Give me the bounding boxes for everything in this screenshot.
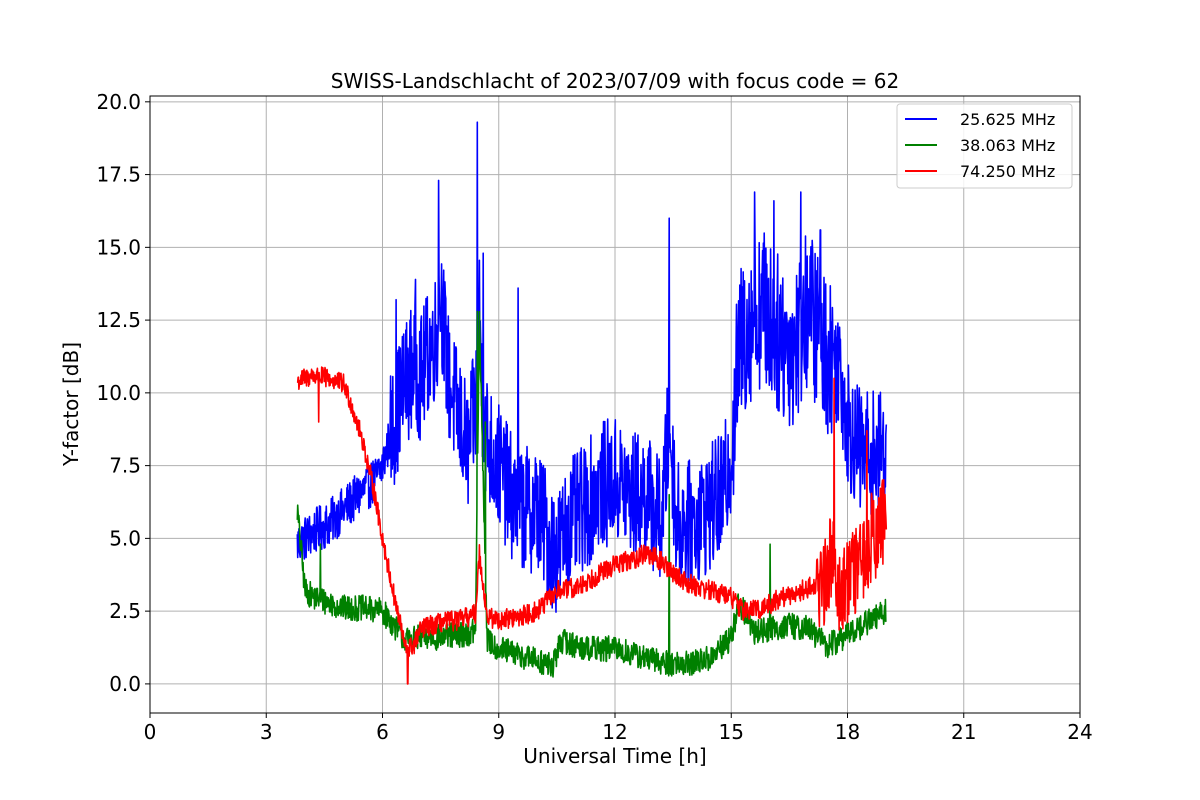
legend: 25.625 MHz 38.063 MHz 74.250 MHz [896,103,1073,189]
x-tick-label: 12 [602,720,627,744]
y-tick-label: 2.5 [109,599,141,623]
series-38mhz-line [296,310,887,678]
series-layer [296,121,888,685]
legend-box [896,103,1073,189]
legend-label-25mhz: 25.625 MHz [960,110,1055,129]
series-74mhz-line [296,366,888,685]
x-tick-label: 21 [951,720,976,744]
y-tick-label: 20.0 [96,90,141,114]
series-25mhz-line [296,121,888,613]
y-tick-label: 0.0 [109,672,141,696]
x-tick-label: 18 [835,720,860,744]
x-tick-label: 24 [1067,720,1092,744]
y-tick-label: 17.5 [96,163,141,187]
x-tick-label: 15 [719,720,744,744]
y-axis-label: Y-factor [dB] [59,342,83,467]
x-tick-label: 0 [144,720,157,744]
y-tick-label: 15.0 [96,235,141,259]
y-tick-label: 10.0 [96,381,141,405]
x-tick-label: 9 [492,720,505,744]
y-axis-ticks: 0.0 2.5 5.0 7.5 10.0 12.5 15.0 17.5 20.0 [96,90,150,696]
chart-title: SWISS-Landschlacht of 2023/07/09 with fo… [331,69,899,93]
x-axis-label: Universal Time [h] [523,744,706,768]
legend-label-38mhz: 38.063 MHz [960,136,1055,155]
x-tick-label: 3 [260,720,273,744]
legend-label-74mhz: 74.250 MHz [960,162,1055,181]
x-axis-ticks: 0 3 6 9 12 15 18 21 24 [144,713,1093,744]
y-tick-label: 5.0 [109,526,141,550]
y-tick-label: 12.5 [96,308,141,332]
y-tick-label: 7.5 [109,454,141,478]
x-tick-label: 6 [376,720,389,744]
